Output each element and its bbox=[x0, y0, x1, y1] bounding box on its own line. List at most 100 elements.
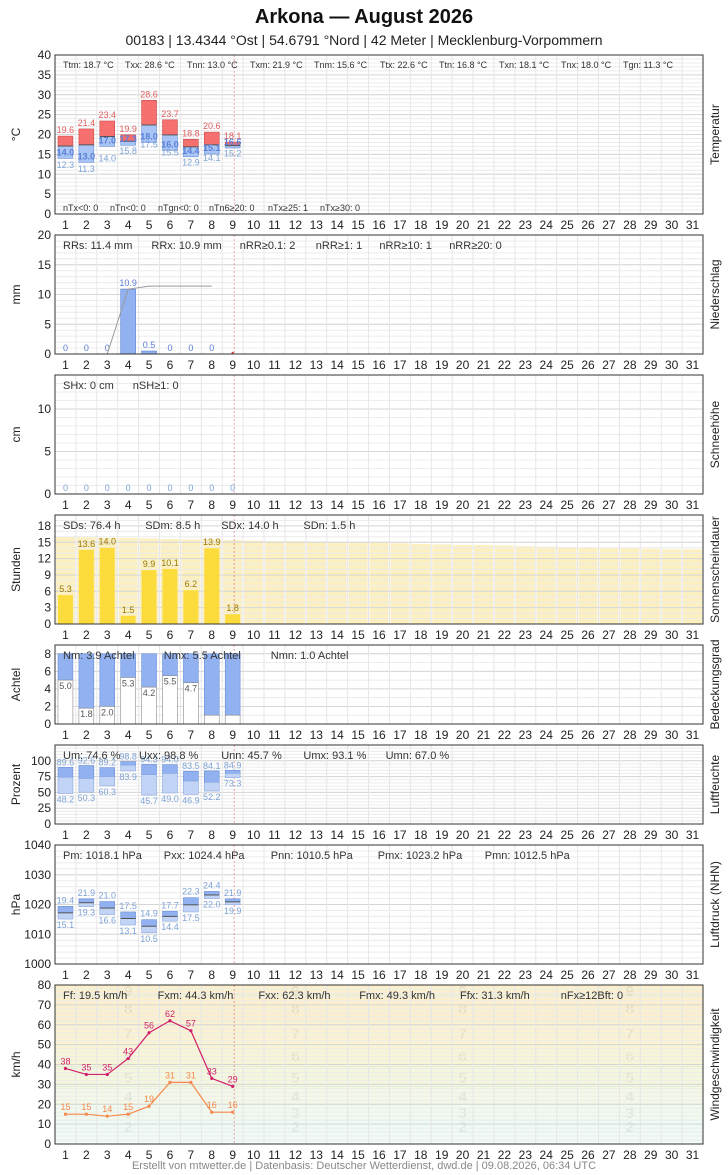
pressure-upper-bar bbox=[183, 897, 199, 906]
day-label: 23 bbox=[519, 628, 533, 642]
day-label: 21 bbox=[477, 498, 491, 512]
day-label: 29 bbox=[644, 968, 658, 982]
day-label: 29 bbox=[644, 1148, 658, 1162]
day-label: 5 bbox=[146, 218, 153, 232]
day-label: 12 bbox=[289, 968, 303, 982]
sunshine-label: 9.9 bbox=[143, 559, 156, 569]
day-label: 26 bbox=[581, 498, 595, 512]
day-label: 30 bbox=[665, 968, 679, 982]
day-label: 17 bbox=[393, 1148, 407, 1162]
bft-band-6 bbox=[55, 1044, 703, 1067]
gust-point bbox=[231, 1084, 235, 1088]
day-label: 5 bbox=[146, 1148, 153, 1162]
panel-windgeschwindigkeit: 2222333344445555666677778888999901020304… bbox=[9, 978, 722, 1162]
day-label: 21 bbox=[477, 628, 491, 642]
day-label: 5 bbox=[146, 968, 153, 982]
possible-sunshine-bar bbox=[453, 544, 473, 624]
day-label: 1 bbox=[62, 218, 69, 232]
mean-wind-label: 14 bbox=[102, 1104, 112, 1114]
day-label: 30 bbox=[665, 218, 679, 232]
mean-wind-point bbox=[147, 1104, 151, 1108]
temp-max-label: 18.1 bbox=[224, 131, 242, 141]
day-label: 8 bbox=[208, 968, 215, 982]
pressure-min-label: 14.4 bbox=[161, 922, 179, 932]
day-label: 25 bbox=[560, 218, 574, 232]
cloud-label: 4.7 bbox=[185, 684, 198, 694]
day-label: 11 bbox=[268, 498, 281, 512]
y-tick-label: 5 bbox=[44, 445, 51, 459]
cloud-label: 5.5 bbox=[164, 677, 177, 687]
day-label: 17 bbox=[393, 968, 407, 982]
day-label: 9 bbox=[229, 218, 236, 232]
bft-number: 8 bbox=[626, 1001, 634, 1018]
day-label: 21 bbox=[477, 358, 491, 372]
possible-sunshine-bar bbox=[683, 549, 702, 624]
gust-label: 35 bbox=[81, 1062, 91, 1072]
y-tick-label: 15 bbox=[38, 535, 52, 549]
day-label: 8 bbox=[208, 1148, 215, 1162]
possible-sunshine-bar bbox=[306, 541, 326, 624]
day-label: 1 bbox=[62, 968, 69, 982]
day-label: 14 bbox=[331, 628, 345, 642]
day-label: 5 bbox=[146, 728, 153, 742]
sunshine-label: 10.1 bbox=[161, 558, 179, 568]
cloud-label: 1.0 bbox=[206, 714, 219, 724]
pressure-min-label: 19.3 bbox=[78, 908, 96, 918]
y-tick-label: 20 bbox=[38, 1097, 52, 1111]
stat-label: nTx≥30: 0 bbox=[320, 203, 360, 213]
sunshine-label: 6.2 bbox=[185, 579, 198, 589]
bft-number: 8 bbox=[124, 1001, 132, 1018]
snow-label: 0 bbox=[167, 483, 172, 493]
humidity-lower-bar bbox=[204, 781, 220, 792]
snow-label: 0 bbox=[230, 483, 235, 493]
gust-point bbox=[84, 1072, 88, 1077]
bft-number: 7 bbox=[124, 1026, 132, 1043]
y-tick-label: 35 bbox=[38, 68, 52, 82]
stat-label: Ffx: 31.3 km/h bbox=[460, 990, 530, 1002]
stat-label: Ff: 19.5 km/h bbox=[63, 990, 127, 1002]
snow-label: 0 bbox=[84, 483, 89, 493]
day-label: 26 bbox=[581, 358, 595, 372]
y-tick-label: 1020 bbox=[24, 898, 51, 912]
possible-sunshine-bar bbox=[641, 548, 661, 624]
day-label: 30 bbox=[665, 628, 679, 642]
day-label: 29 bbox=[644, 828, 658, 842]
y-tick-label: 40 bbox=[38, 1058, 52, 1072]
humidity-upper-bar bbox=[57, 767, 74, 778]
side-label: Luftfeuchte bbox=[708, 754, 722, 814]
day-label: 7 bbox=[188, 358, 195, 372]
y-tick-label: 0 bbox=[44, 617, 51, 631]
bft-band-calm bbox=[55, 1132, 703, 1144]
day-label: 19 bbox=[435, 498, 449, 512]
day-label: 23 bbox=[519, 498, 533, 512]
day-label: 27 bbox=[602, 358, 616, 372]
day-label: 2 bbox=[83, 728, 90, 742]
y-tick-label: 0 bbox=[44, 1137, 51, 1151]
y-tick-label: 40 bbox=[38, 48, 52, 62]
bft-number: 7 bbox=[626, 1026, 634, 1043]
day-label: 31 bbox=[686, 828, 700, 842]
humidity-upper-bar bbox=[183, 770, 199, 782]
day-label: 19 bbox=[435, 1148, 449, 1162]
day-label: 27 bbox=[602, 968, 616, 982]
day-label: 17 bbox=[393, 218, 407, 232]
stat-label: Pmn: 1012.5 hPa bbox=[485, 850, 571, 862]
gust-label: 38 bbox=[60, 1056, 70, 1066]
day-label: 26 bbox=[581, 728, 595, 742]
stat-label: nFx≥12Bft: 0 bbox=[561, 990, 623, 1002]
y-tick-label: 1030 bbox=[24, 868, 51, 882]
cloud-label: 4.2 bbox=[143, 688, 156, 698]
day-label: 18 bbox=[414, 828, 428, 842]
bft-number: 8 bbox=[291, 1001, 299, 1018]
day-label: 16 bbox=[372, 728, 386, 742]
day-label: 31 bbox=[686, 728, 700, 742]
pressure-lower-bar bbox=[162, 916, 178, 922]
day-label: 6 bbox=[167, 358, 174, 372]
y-tick-label: 50 bbox=[38, 1038, 52, 1052]
day-label: 3 bbox=[104, 828, 111, 842]
sunshine-label: 1.8 bbox=[226, 603, 239, 613]
sunshine-bar bbox=[204, 548, 220, 624]
stat-label: RRx: 10.9 mm bbox=[151, 240, 221, 252]
day-label: 22 bbox=[498, 218, 512, 232]
